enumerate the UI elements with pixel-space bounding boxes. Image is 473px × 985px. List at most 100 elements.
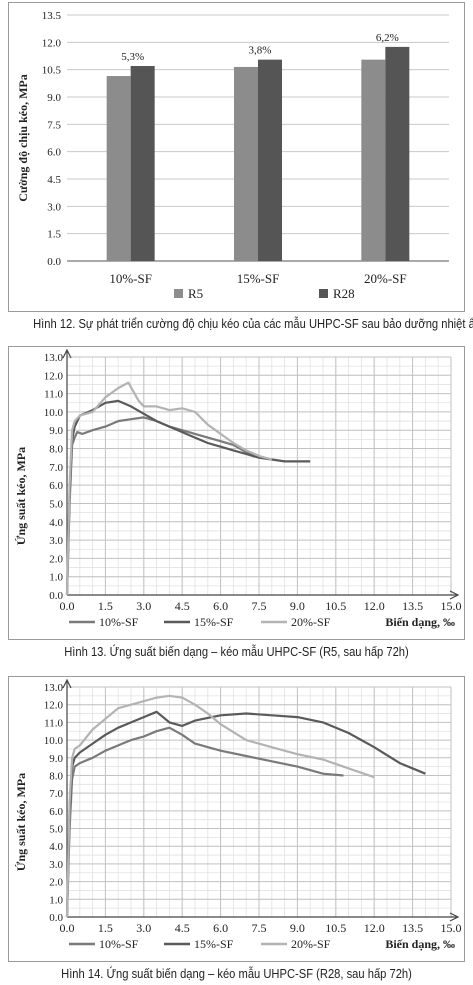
y-tick-label: 12.0 [42,37,62,49]
series-line-10pct-sf [65,416,255,596]
legend-swatch-r5 [174,289,183,298]
x-axis-label: Biến dạng, ‰ [385,615,455,629]
x-tick-label: 20%-SF [364,271,407,286]
y-tick-label: 6.0 [49,480,63,492]
line-chart-r5: 0.0 1.5 3.0 4.5 6.0 7.5 9.0 10.5 12.0 13.5 15.0 0.0… [14,348,462,629]
x-tick-label: 7.5 [252,921,267,935]
y-tick-label: 10.0 [44,407,64,419]
legend-label: 15%-SF [194,615,234,629]
x-tick-label: 10%-SF [109,271,152,286]
line-chart-r28: 0.0 1.5 3.0 4.5 6.0 7.5 9.0 10.5 12.0 13.5 15.0 0.0… [14,678,462,951]
x-tick-label: 10.5 [325,921,346,935]
x-tick-label: 9.0 [290,921,305,935]
x-tick-label: 10.5 [325,599,346,613]
x-tick-label: 7.5 [252,599,267,613]
x-tick-label: 13.5 [402,599,423,613]
legend-label: 10%-SF [99,615,139,629]
x-tick-label: 1.5 [98,599,113,613]
x-tick-label: 12.0 [364,921,385,935]
legend-label: 20%-SF [291,615,331,629]
bar-r5 [361,59,386,262]
legend-swatch-r28 [319,289,328,298]
x-tick-label: 12.0 [364,599,385,613]
x-tick-label: 4.5 [175,921,190,935]
y-tick-label: 5.0 [49,824,63,836]
legend-label: R5 [188,286,203,301]
x-tick-label: 6.0 [213,599,228,613]
bar-r5 [106,76,131,262]
y-tick-label: 3.0 [47,201,61,213]
y-axis-label: Ứng suất kéo, MPa [14,447,28,545]
y-tick-label: 11.0 [44,717,63,729]
y-tick-label: 10.0 [44,735,64,747]
x-axis-label: Biến dạng, ‰ [385,937,455,951]
y-tick-label: 8.0 [49,770,63,782]
y-tick-label: 9.0 [49,425,63,437]
bar-chart: 0.0 1.5 3.0 4.5 6.0 7.5 9.0 10.5 12.0 13.5 10%-SF 5… [16,10,449,301]
y-tick-label: 12.0 [44,700,64,712]
y-tick-label: 13.0 [44,352,64,364]
figure-12-caption: Hình 12. Sự phát triển cường độ chịu kéo… [33,316,473,331]
y-tick-label: 10.5 [42,65,62,77]
bar-annotation: 6,2% [376,32,399,44]
y-tick-label: 3.0 [49,535,63,547]
y-tick-label: 8.0 [49,444,63,456]
y-axis-arrow [62,348,72,359]
bar-r28 [258,59,282,262]
y-tick-label: 7.5 [47,119,61,131]
bar-r5 [234,66,258,261]
y-tick-label: 13.5 [42,10,62,22]
y-axis-label: Ứng suất kéo, MPa [14,773,28,871]
y-tick-label: 1.0 [49,572,63,584]
series-line-15pct-sf [65,710,426,918]
series-line-20pct-sf [65,381,273,596]
x-tick-label: 4.5 [175,599,190,613]
line-chart-r5-panel: 0.0 1.5 3.0 4.5 6.0 7.5 9.0 10.5 12.0 13.5 15.0 0.0… [8,346,465,640]
x-tick-label: 15.0 [441,599,462,613]
legend-label: 15%-SF [194,937,234,951]
y-tick-label: 6.0 [49,806,63,818]
figure-13-caption: Hình 13. Ứng suất biến dạng – kéo mẫu UH… [64,644,409,659]
y-tick-label: 2.0 [49,877,63,889]
y-tick-label: 5.0 [49,498,63,510]
y-tick-label: 9.0 [47,92,61,104]
y-tick-label: 4.0 [49,517,63,529]
y-tick-label: 3.0 [49,859,63,871]
series-line-20pct-sf [65,694,375,918]
y-tick-label: 12.0 [44,370,64,382]
legend-label: 10%-SF [99,937,139,951]
figure-14-caption: Hình 14. Ứng suất biến dạng – kéo mẫu UH… [61,966,412,981]
y-tick-label: 9.0 [49,753,63,765]
y-tick-label: 11.0 [44,389,63,401]
x-tick-label: 15.0 [441,921,462,935]
y-tick-label: 2.0 [49,553,63,565]
bar-chart-panel: 0.0 1.5 3.0 4.5 6.0 7.5 9.0 10.5 12.0 13.5 10%-SF 5… [8,2,465,312]
y-tick-label: 4.5 [47,174,61,186]
bar-annotation: 3,8% [249,45,272,57]
x-tick-label: 0.0 [60,599,75,613]
x-tick-label: 3.0 [136,599,151,613]
x-tick-label: 13.5 [402,921,423,935]
x-tick-label: 9.0 [290,599,305,613]
y-tick-label: 0.0 [49,912,63,924]
y-tick-label: 0.0 [47,256,61,268]
x-tick-label: 6.0 [213,921,228,935]
legend-label: R28 [333,286,355,301]
x-axis-arrow [449,912,460,922]
y-axis-arrow [62,678,72,689]
y-tick-label: 1.0 [49,894,63,906]
y-tick-label: 1.5 [47,229,61,241]
x-tick-label: 3.0 [136,921,151,935]
line-chart-r28-panel: 0.0 1.5 3.0 4.5 6.0 7.5 9.0 10.5 12.0 13.5 15.0 0.0… [8,676,465,962]
x-tick-label: 15%-SF [237,271,280,286]
series-line-15pct-sf [65,399,311,596]
y-tick-label: 6.0 [47,147,61,159]
bar-annotation: 5,3% [121,51,144,63]
legend-label: 20%-SF [291,937,331,951]
x-tick-label: 0.0 [60,921,75,935]
y-tick-label: 13.0 [44,682,64,694]
x-tick-label: 1.5 [98,921,113,935]
y-tick-label: 4.0 [49,841,63,853]
bar-r28 [385,46,410,262]
y-tick-label: 0.0 [49,590,63,602]
